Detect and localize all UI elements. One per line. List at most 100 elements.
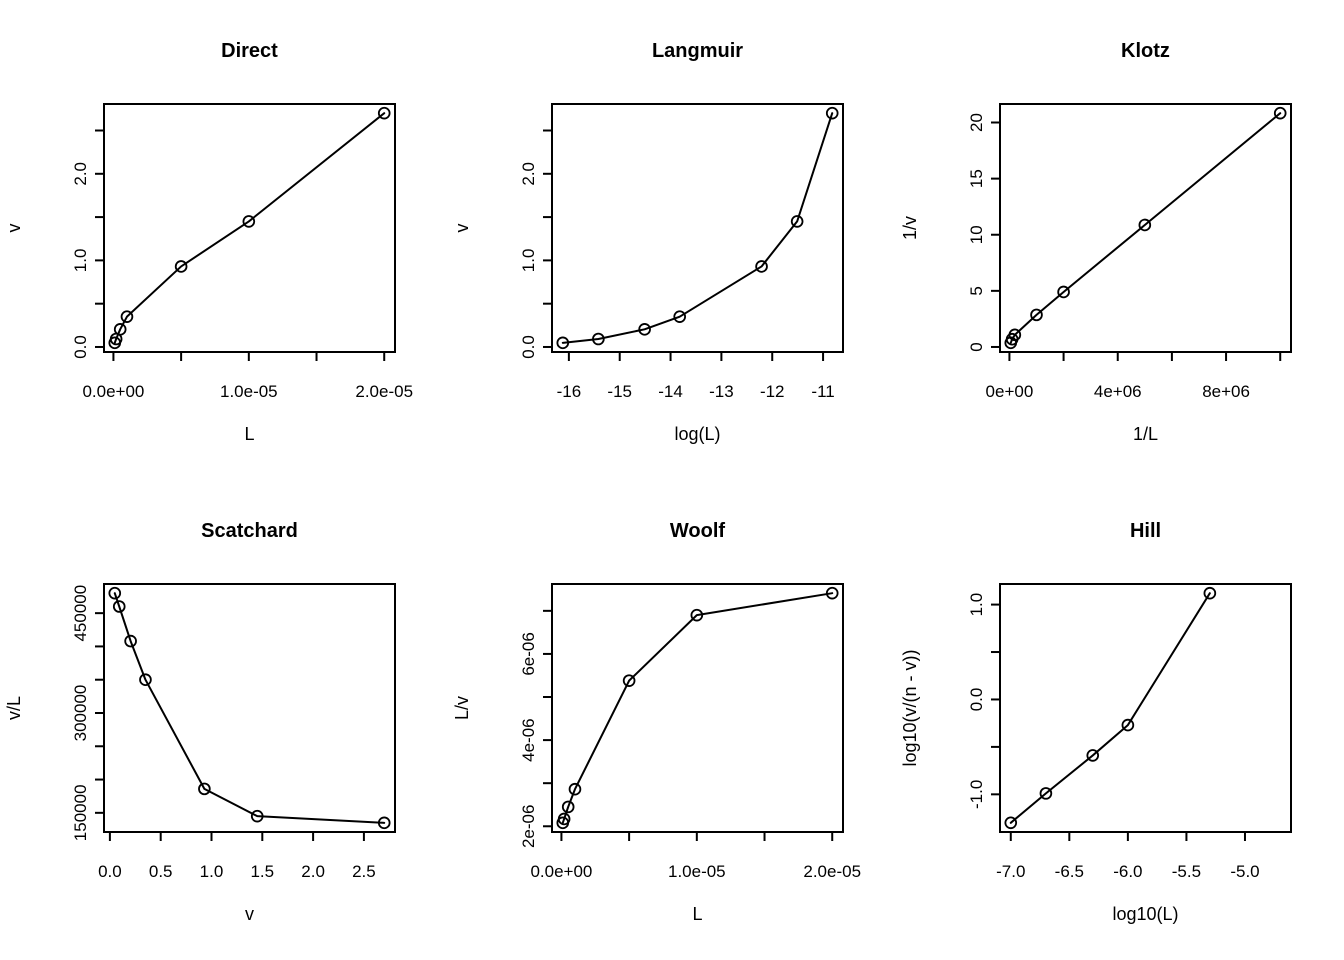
x-tick-label: -14	[658, 382, 683, 401]
x-tick-label: 8e+06	[1202, 382, 1250, 401]
y-tick-label: 1.0	[967, 593, 986, 617]
x-axis-title: L	[244, 424, 254, 444]
y-axis-title: v	[4, 224, 24, 233]
chart-woolf: Woolf 0.0e+00 1.0e-05 2.0e-05 2e-06 4e-06 6e-0…	[448, 480, 896, 960]
data-point-marker	[568, 782, 582, 796]
data-point-marker	[790, 215, 804, 228]
y-tick-label: 6e-06	[519, 632, 538, 675]
panel-title: Klotz	[1121, 40, 1170, 62]
y-tick-label: 1.0	[71, 249, 90, 273]
data-point-marker	[139, 673, 152, 687]
chart-klotz: Klotz 0e+00 4e+06 8e+06 0 5 10 15 20 1/L 1/v	[896, 0, 1344, 480]
y-tick-label: 0.0	[519, 335, 538, 359]
x-tick-label: -13	[709, 382, 734, 401]
data-point-marker	[1057, 285, 1070, 299]
y-tick-label: 150000	[71, 784, 90, 841]
y-tick-label: 1.0	[519, 249, 538, 273]
data-point-marker	[690, 608, 704, 622]
y-tick-label: 10	[967, 225, 986, 244]
x-axis-title: L	[692, 904, 702, 924]
y-tick-label: 4e-06	[519, 718, 538, 761]
series-line	[561, 112, 834, 344]
data-point-marker	[198, 782, 211, 796]
y-axis-title: L/v	[452, 696, 472, 720]
data-point-marker	[377, 816, 391, 830]
data-point-marker	[1004, 816, 1018, 830]
chart-scatchard: Scatchard 0.0 0.5 1.0 1.5 2.0 2.5 150000 300000 4…	[0, 480, 448, 960]
x-tick-label: 1.5	[250, 862, 274, 881]
y-tick-label: 0.0	[967, 688, 986, 712]
x-tick-label: 4e+06	[1094, 382, 1142, 401]
data-point-marker	[638, 323, 651, 336]
data-point-marker	[1086, 749, 1100, 762]
y-tick-label: 2e-06	[519, 805, 538, 848]
x-tick-label: -15	[607, 382, 632, 401]
x-tick-label: 1.0e-05	[668, 862, 726, 881]
data-point-marker	[1203, 586, 1217, 600]
panel-title: Direct	[221, 40, 278, 62]
x-tick-label: 2.0e-05	[355, 382, 413, 401]
y-tick-label: 2.0	[519, 162, 538, 186]
y-tick-label: 2.0	[71, 162, 90, 186]
y-axis-title: v	[452, 224, 472, 233]
data-point-marker	[113, 323, 127, 336]
data-point-marker	[108, 586, 122, 600]
data-point-marker	[120, 310, 134, 323]
data-point-marker	[174, 260, 188, 273]
plot-box	[551, 103, 844, 353]
data-point-marker	[825, 586, 839, 600]
x-tick-label: 2.5	[352, 862, 376, 881]
data-point-marker	[755, 260, 768, 273]
x-tick-label: 0.0	[98, 862, 122, 881]
data-point-marker	[1030, 308, 1043, 322]
data-point-marker	[377, 106, 391, 120]
data-point-marker	[825, 106, 839, 120]
series-line	[1009, 592, 1211, 824]
data-point-marker	[622, 674, 636, 687]
x-tick-label: 0.0e+00	[530, 862, 592, 881]
y-tick-label: 300000	[71, 685, 90, 742]
plot-box	[999, 103, 1292, 353]
y-tick-label: 0.0	[71, 335, 90, 359]
x-axis-title: v	[245, 904, 254, 924]
data-point-marker	[557, 812, 571, 826]
y-tick-label: 20	[967, 113, 986, 132]
chart-langmuir: Langmuir -16 -15 -14 -13 -12 -11 0.0 1.0 2.0 log(L…	[448, 0, 896, 480]
data-point-marker	[1121, 718, 1135, 732]
x-tick-label: 1.0e-05	[220, 382, 278, 401]
series-line	[113, 112, 386, 344]
y-tick-label: 5	[967, 286, 986, 295]
data-point-marker	[556, 336, 570, 350]
data-point-marker	[250, 809, 264, 823]
series-line	[113, 592, 386, 824]
panel-title: Hill	[1130, 520, 1161, 542]
plot-box	[103, 103, 396, 353]
series-line	[561, 592, 834, 824]
x-tick-label: -6.0	[1113, 862, 1142, 881]
x-tick-label: -11	[811, 382, 834, 401]
chart-direct: Direct 0.0e+00 1.0e-05 2.0e-05 0.0 1.0 2.0 Lv	[0, 0, 448, 480]
y-axis-title: log10(v/(n - v))	[900, 649, 920, 766]
x-axis-title: 1/L	[1133, 424, 1158, 444]
series-line	[1009, 112, 1282, 344]
x-tick-label: -16	[557, 382, 582, 401]
x-tick-label: 1.0	[200, 862, 224, 881]
x-axis-title: log(L)	[674, 424, 720, 444]
data-point-marker	[124, 634, 137, 648]
plot-box	[999, 583, 1292, 833]
x-axis-title: log10(L)	[1112, 904, 1178, 924]
x-tick-label: 2.0	[301, 862, 325, 881]
data-point-marker	[1138, 218, 1152, 232]
x-tick-label: -6.5	[1055, 862, 1084, 881]
x-tick-label: -12	[760, 382, 785, 401]
panel-title: Woolf	[670, 520, 726, 542]
data-point-marker	[561, 800, 575, 814]
y-tick-label: 450000	[71, 585, 90, 642]
data-point-marker	[1039, 787, 1053, 800]
y-axis-title: v/L	[4, 696, 24, 720]
panel-title: Langmuir	[652, 40, 743, 62]
data-point-marker	[592, 332, 605, 346]
x-tick-label: -5.0	[1230, 862, 1259, 881]
x-tick-label: 0.5	[149, 862, 173, 881]
